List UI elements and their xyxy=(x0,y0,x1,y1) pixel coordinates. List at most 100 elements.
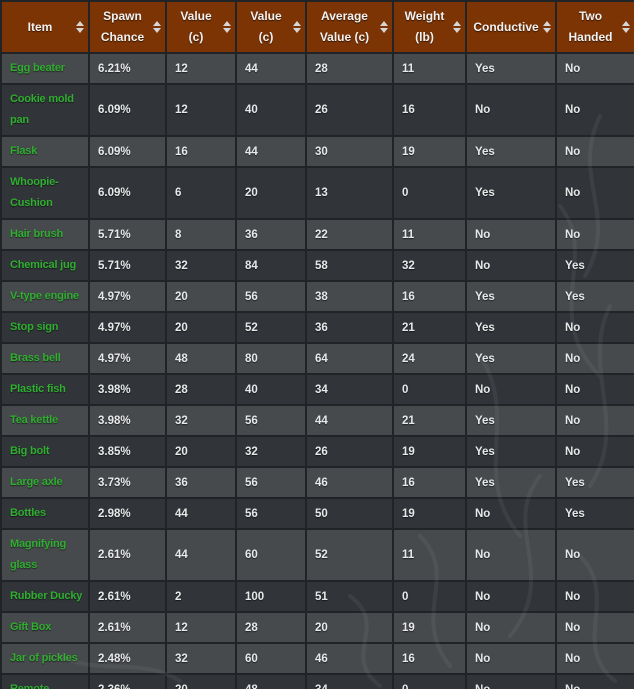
item-link[interactable]: Plastic fish xyxy=(10,383,66,395)
header-row: Item Spawn Chance Value (c) Value (c) Averag… xyxy=(0,0,634,54)
item-link[interactable]: Big bolt xyxy=(10,445,50,457)
average-value-cell: 13 xyxy=(305,166,394,220)
item-cell: Flask xyxy=(0,135,90,168)
weight-cell: 19 xyxy=(392,435,467,468)
column-header-label: Value (c) xyxy=(250,9,282,44)
value-max-cell: 44 xyxy=(235,52,307,85)
sort-icon[interactable] xyxy=(543,21,551,33)
item-link[interactable]: Stop sign xyxy=(10,321,59,333)
item-link[interactable]: Flask xyxy=(10,145,38,157)
item-link[interactable]: Magnifying glass xyxy=(10,538,67,571)
item-link[interactable]: Rubber Ducky xyxy=(10,590,83,602)
column-header-average-value[interactable]: Average Value (c) xyxy=(305,0,394,54)
value-max-cell: 56 xyxy=(235,497,307,530)
item-link[interactable]: Remote xyxy=(10,683,50,689)
sort-icon[interactable] xyxy=(622,21,630,33)
column-header-weight[interactable]: Weight (lb) xyxy=(392,0,467,54)
conductive-cell: Yes xyxy=(465,166,557,220)
item-link[interactable]: Bottles xyxy=(10,507,46,519)
item-link[interactable]: Hair brush xyxy=(10,228,64,240)
two-handed-cell: Yes xyxy=(555,280,634,313)
item-link[interactable]: Large axle xyxy=(10,476,63,488)
item-link[interactable]: Jar of pickles xyxy=(10,652,78,664)
weight-cell: 21 xyxy=(392,404,467,437)
column-header-label: Average Value (c) xyxy=(319,9,370,44)
value-max-cell: 60 xyxy=(235,528,307,582)
value-max-cell: 80 xyxy=(235,342,307,375)
table-row: Magnifying glass 2.61% 44 60 52 11 No No xyxy=(0,528,634,582)
value-min-cell: 32 xyxy=(165,249,237,282)
value-max-cell: 56 xyxy=(235,404,307,437)
item-cell: Egg beater xyxy=(0,52,90,85)
value-max-cell: 100 xyxy=(235,580,307,613)
column-header-spawn-chance[interactable]: Spawn Chance xyxy=(88,0,167,54)
conductive-cell: No xyxy=(465,249,557,282)
spawn-chance-cell: 4.97% xyxy=(88,311,167,344)
spawn-chance-cell: 3.98% xyxy=(88,373,167,406)
column-header-value-min[interactable]: Value (c) xyxy=(165,0,237,54)
weight-cell: 24 xyxy=(392,342,467,375)
item-link[interactable]: Gift Box xyxy=(10,621,52,633)
conductive-cell: Yes xyxy=(465,435,557,468)
conductive-cell: Yes xyxy=(465,466,557,499)
item-cell: Jar of pickles xyxy=(0,642,90,675)
conductive-cell: No xyxy=(465,497,557,530)
item-link[interactable]: Egg beater xyxy=(10,62,65,74)
table-row: Gift Box 2.61% 12 28 20 19 No No xyxy=(0,611,634,644)
item-link[interactable]: V-type engine xyxy=(10,290,79,302)
sort-icon[interactable] xyxy=(153,21,161,33)
item-cell: V-type engine xyxy=(0,280,90,313)
table-row: V-type engine 4.97% 20 56 38 16 Yes Yes xyxy=(0,280,634,313)
table-body: Egg beater 6.21% 12 44 28 11 Yes No Cookie mold … xyxy=(0,52,634,689)
average-value-cell: 28 xyxy=(305,52,394,85)
spawn-chance-cell: 5.71% xyxy=(88,218,167,251)
average-value-cell: 50 xyxy=(305,497,394,530)
item-link[interactable]: Tea kettle xyxy=(10,414,58,426)
item-cell: Bottles xyxy=(0,497,90,530)
column-header-conductive[interactable]: Conductive xyxy=(465,0,557,54)
two-handed-cell: No xyxy=(555,528,634,582)
spawn-chance-cell: 2.61% xyxy=(88,528,167,582)
sort-icon[interactable] xyxy=(293,21,301,33)
column-header-value-max[interactable]: Value (c) xyxy=(235,0,307,54)
weight-cell: 0 xyxy=(392,373,467,406)
column-header-label: Spawn Chance xyxy=(100,9,145,44)
table-row: Cookie mold pan 6.09% 12 40 26 16 No No xyxy=(0,83,634,137)
spawn-chance-cell: 6.09% xyxy=(88,166,167,220)
two-handed-cell: No xyxy=(555,673,634,689)
item-cell: Hair brush xyxy=(0,218,90,251)
spawn-chance-cell: 3.98% xyxy=(88,404,167,437)
weight-cell: 11 xyxy=(392,52,467,85)
sort-icon[interactable] xyxy=(453,21,461,33)
sort-icon[interactable] xyxy=(76,21,84,33)
spawn-chance-cell: 3.85% xyxy=(88,435,167,468)
column-header-label: Weight (lb) xyxy=(404,9,445,44)
spawn-chance-cell: 5.71% xyxy=(88,249,167,282)
two-handed-cell: No xyxy=(555,218,634,251)
sort-icon[interactable] xyxy=(223,21,231,33)
item-link[interactable]: Chemical jug xyxy=(10,259,77,271)
column-header-two-handed[interactable]: Two Handed xyxy=(555,0,634,54)
table-row: Bottles 2.98% 44 56 50 19 No Yes xyxy=(0,497,634,530)
value-max-cell: 40 xyxy=(235,83,307,137)
table-row: Rubber Ducky 2.61% 2 100 51 0 No No xyxy=(0,580,634,613)
average-value-cell: 22 xyxy=(305,218,394,251)
item-cell: Cookie mold pan xyxy=(0,83,90,137)
item-link[interactable]: Cookie mold pan xyxy=(10,93,74,126)
item-cell: Remote xyxy=(0,673,90,689)
conductive-cell: No xyxy=(465,580,557,613)
item-link[interactable]: Brass bell xyxy=(10,352,61,364)
two-handed-cell: No xyxy=(555,404,634,437)
weight-cell: 0 xyxy=(392,580,467,613)
value-min-cell: 44 xyxy=(165,528,237,582)
table-header: Item Spawn Chance Value (c) Value (c) Averag… xyxy=(0,0,634,54)
table-row: Remote2.36%2048340NoNo xyxy=(0,673,634,689)
item-link[interactable]: Whoopie- Cushion xyxy=(10,176,59,209)
two-handed-cell: No xyxy=(555,580,634,613)
sort-icon[interactable] xyxy=(380,21,388,33)
spawn-chance-cell: 2.61% xyxy=(88,580,167,613)
two-handed-cell: Yes xyxy=(555,466,634,499)
average-value-cell: 20 xyxy=(305,611,394,644)
value-min-cell: 44 xyxy=(165,497,237,530)
column-header-item[interactable]: Item xyxy=(0,0,90,54)
